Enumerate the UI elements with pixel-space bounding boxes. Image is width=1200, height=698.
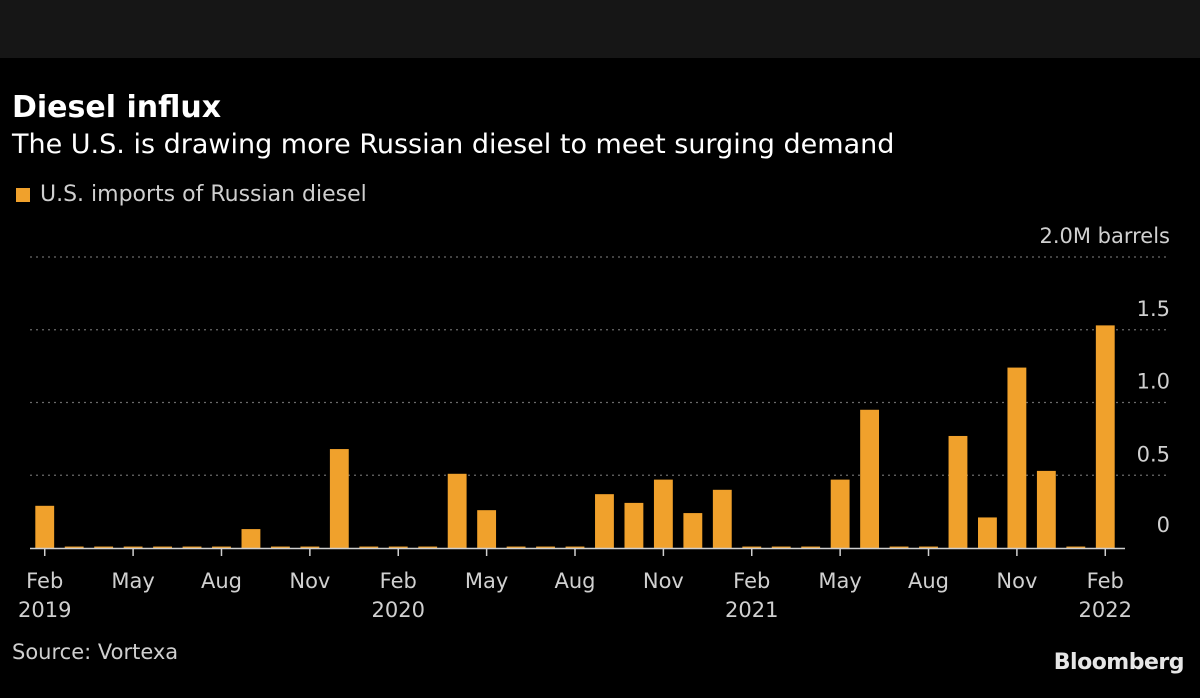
y-tick-label: 0 <box>1157 513 1170 537</box>
x-tick-year-label: 2020 <box>372 598 425 622</box>
bar <box>359 546 379 548</box>
source-note: Source: Vortexa <box>12 640 179 664</box>
x-tick-label: Feb <box>733 569 770 593</box>
bar <box>830 479 850 548</box>
bar <box>418 546 438 548</box>
x-tick-year-label: 2021 <box>725 598 778 622</box>
x-tick-label: Aug <box>554 569 595 593</box>
bar <box>595 494 614 548</box>
bar <box>1066 546 1086 548</box>
x-tick-label: May <box>111 569 154 593</box>
legend-swatch <box>16 187 30 202</box>
x-tick-label: Feb <box>26 569 63 593</box>
y-tick-label: 2.0M barrels <box>1039 224 1170 248</box>
bar <box>1036 470 1056 548</box>
bar <box>1007 367 1027 548</box>
bar <box>624 502 644 548</box>
bar <box>536 546 555 548</box>
bar <box>212 546 231 548</box>
bar <box>329 449 349 548</box>
legend-label: U.S. imports of Russian diesel <box>40 182 367 207</box>
bar <box>712 489 732 548</box>
x-tick-label: Aug <box>201 569 242 593</box>
x-tick-year-label: 2019 <box>18 598 71 622</box>
bar <box>35 505 55 548</box>
bar <box>978 517 997 548</box>
bar <box>94 546 114 548</box>
bar <box>64 546 84 548</box>
x-tick-label: Feb <box>380 569 417 593</box>
bar <box>948 435 968 548</box>
bar <box>919 546 938 548</box>
x-tick-label: Nov <box>996 569 1037 593</box>
bar <box>801 546 821 548</box>
bar <box>1095 325 1115 548</box>
x-tick-label: May <box>818 569 861 593</box>
bar <box>241 529 261 548</box>
chart-legend: U.S. imports of Russian diesel <box>16 182 367 207</box>
bar <box>123 546 143 548</box>
x-tick-label: Nov <box>289 569 330 593</box>
bar <box>683 513 703 548</box>
bar <box>742 546 762 548</box>
y-tick-label: 1.0 <box>1137 370 1170 394</box>
bar <box>771 546 791 548</box>
x-tick-year-label: 2022 <box>1079 598 1132 622</box>
x-tick-label: Feb <box>1087 569 1124 593</box>
top-bar <box>0 0 1200 58</box>
bar <box>565 546 585 548</box>
x-tick-label: Nov <box>643 569 684 593</box>
bar <box>506 546 526 548</box>
bar <box>388 546 408 548</box>
y-tick-label: 0.5 <box>1137 442 1170 466</box>
bar <box>860 409 880 548</box>
chart-subtitle: The U.S. is drawing more Russian diesel … <box>12 129 895 160</box>
bar <box>300 546 320 548</box>
x-tick-label: May <box>465 569 508 593</box>
bar <box>889 546 909 548</box>
bar <box>653 479 673 548</box>
bar <box>182 546 202 548</box>
y-tick-label: 1.5 <box>1137 297 1170 321</box>
bar <box>153 546 172 548</box>
x-tick-label: Aug <box>908 569 949 593</box>
chart-title: Diesel influx <box>12 90 222 125</box>
bloomberg-logo: Bloomberg <box>1053 650 1185 675</box>
bar <box>477 510 497 548</box>
bar <box>270 546 290 548</box>
bar <box>447 473 467 548</box>
